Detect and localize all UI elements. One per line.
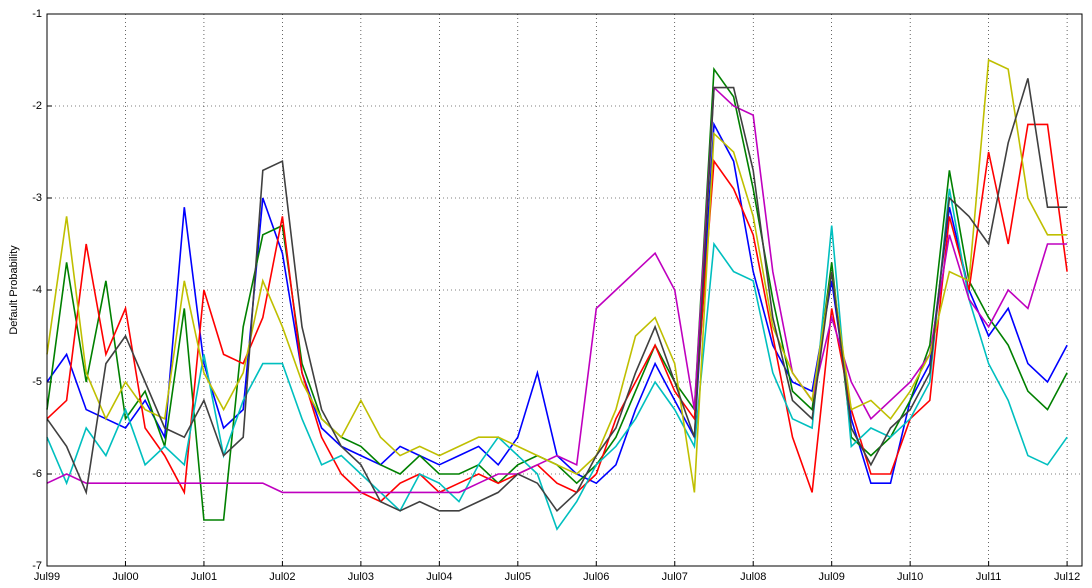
plot-frame [46, 13, 1083, 567]
x-tick-label: Jul99 [34, 571, 60, 583]
series-line [46, 78, 1068, 513]
y-tick-label: -3 [32, 192, 42, 204]
y-tick-label: -2 [32, 100, 42, 112]
x-tick-label: Jul12 [1054, 571, 1080, 583]
y-tick-label: -6 [32, 468, 42, 480]
y-tick-label: -4 [32, 284, 42, 296]
x-tick-label: Jul11 [976, 571, 1001, 583]
x-tick-label: Jul04 [426, 571, 452, 583]
x-tick-label: Jul05 [505, 571, 531, 583]
y-tick-label: -5 [32, 376, 42, 388]
x-tick-label: Jul03 [348, 571, 374, 583]
series-line [46, 121, 1068, 485]
y-tick-label: -1 [32, 8, 42, 20]
y-tick-label: -7 [32, 560, 42, 572]
x-tick-label: Jul01 [191, 571, 217, 583]
x-tick-label: Jul09 [819, 571, 845, 583]
y-axis-label: Default Probability [8, 245, 20, 335]
x-tick-label: Jul06 [583, 571, 609, 583]
series-line [46, 58, 1068, 493]
x-tick-label: Jul02 [269, 571, 295, 583]
series-line [46, 188, 1068, 531]
x-tick-label: Jul00 [112, 571, 138, 583]
x-tick-label: Jul10 [897, 571, 923, 583]
x-tick-label: Jul07 [662, 571, 688, 583]
series-line [46, 85, 1068, 494]
x-tick-label: Jul08 [740, 571, 766, 583]
series-line [46, 123, 1068, 503]
